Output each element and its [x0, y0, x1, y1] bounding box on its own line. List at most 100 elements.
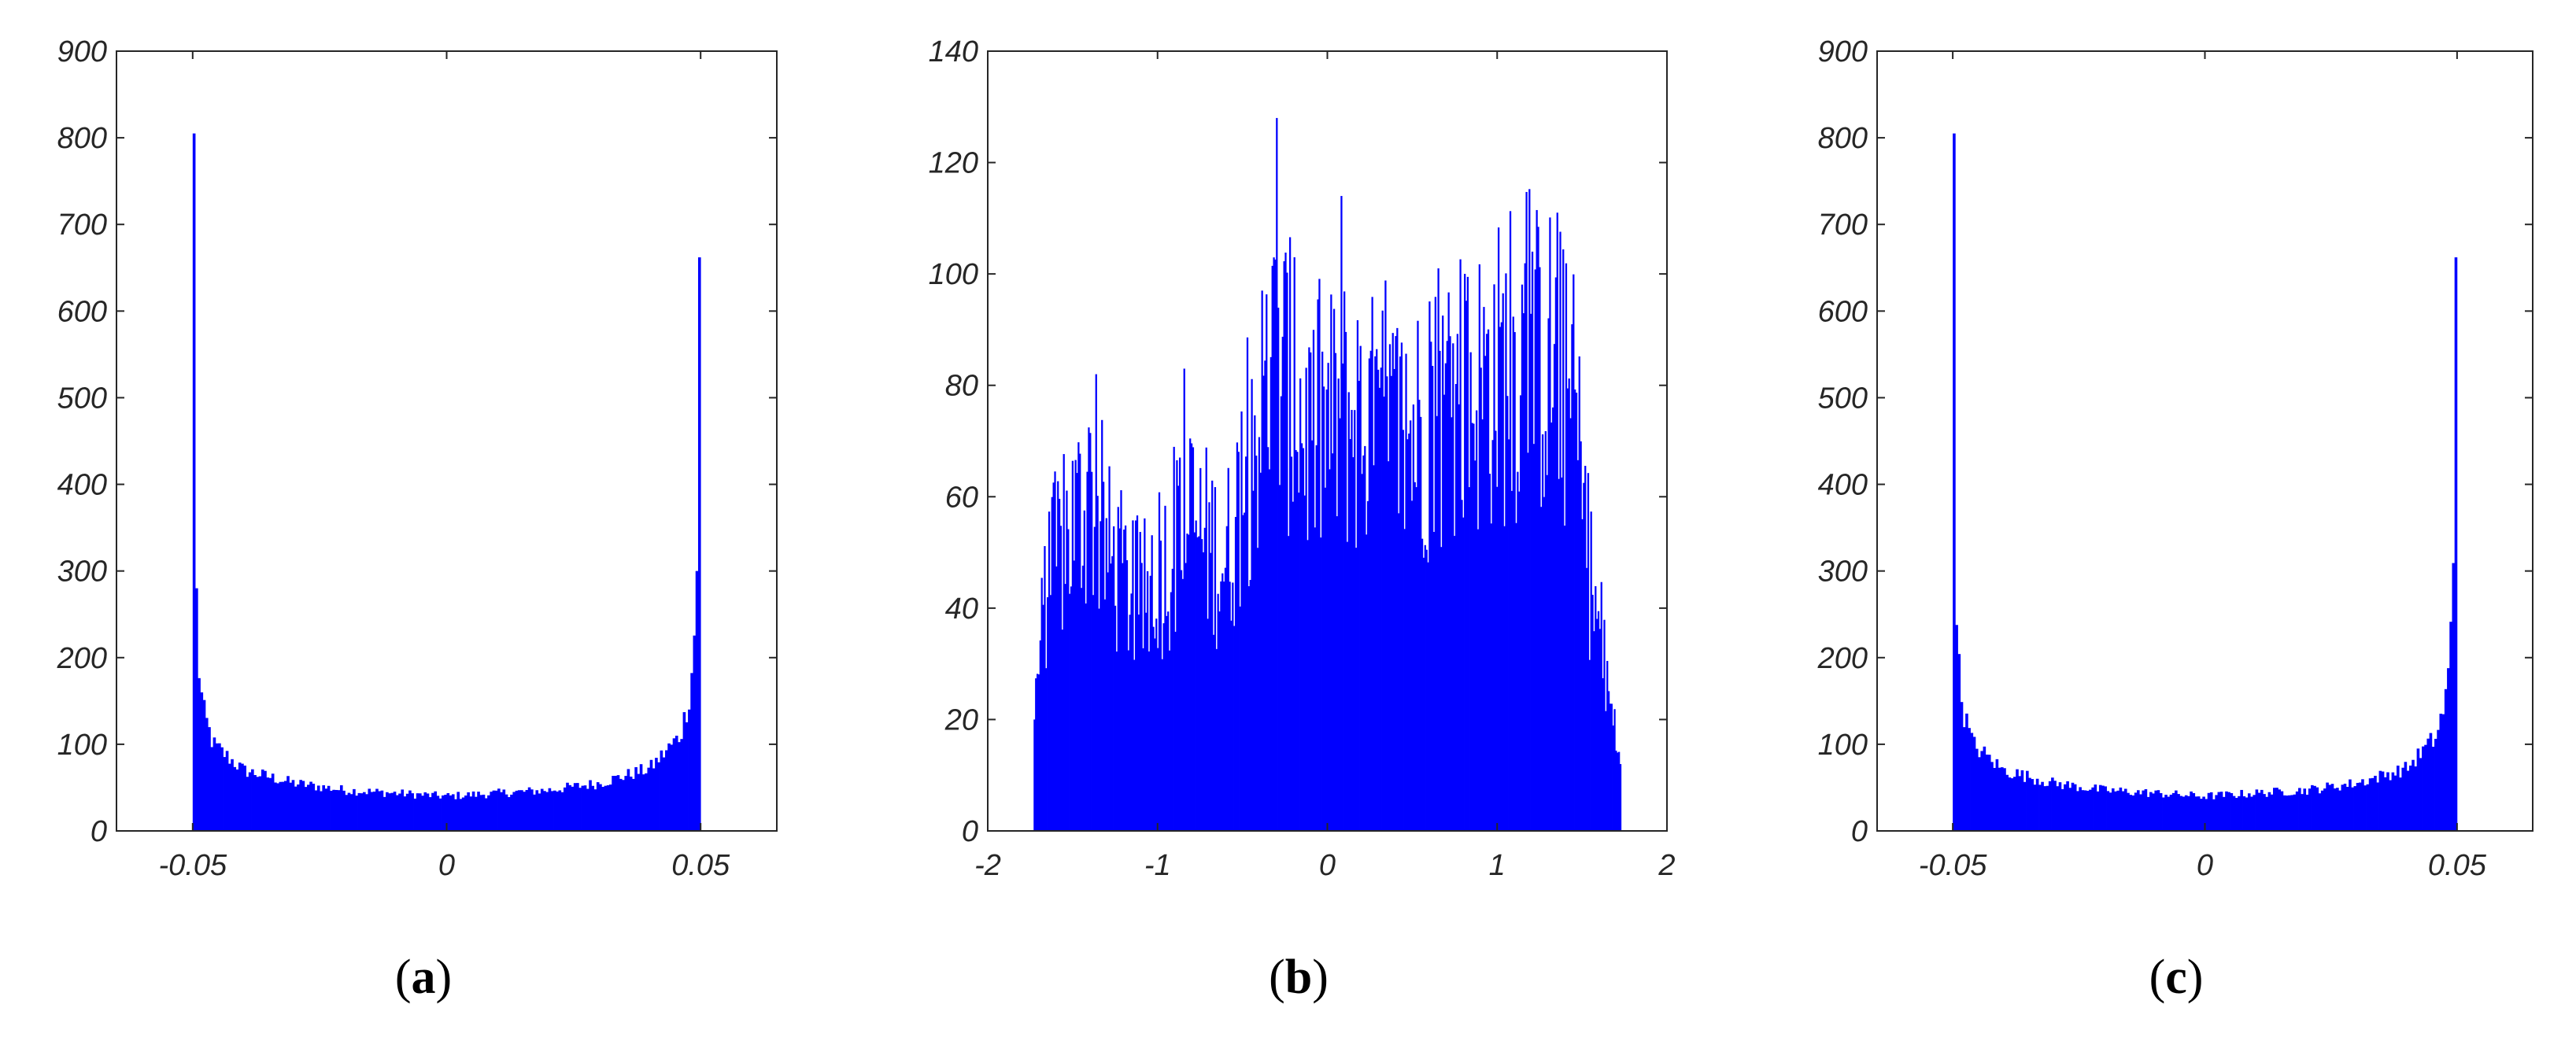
histogram-bar — [2142, 790, 2145, 831]
histogram-bar — [672, 738, 676, 831]
histogram-bar — [1218, 611, 1221, 831]
histogram-bar — [1300, 443, 1303, 831]
histogram-bar — [1968, 728, 1971, 831]
histogram-bar — [527, 787, 531, 831]
histogram-bar — [1088, 427, 1090, 831]
histogram-bar — [1115, 652, 1118, 831]
histogram-bar — [1196, 537, 1199, 831]
histogram-bar — [231, 759, 234, 831]
histogram-bar — [1377, 369, 1380, 831]
histogram-bar — [558, 790, 562, 831]
histogram-bar — [2318, 793, 2322, 831]
histogram-bar — [2079, 787, 2082, 831]
histogram-bar — [2205, 799, 2208, 831]
histogram-bar — [1510, 490, 1513, 831]
histogram-bar — [1212, 634, 1215, 831]
histogram-bar — [1955, 625, 1958, 831]
histogram-bar — [192, 133, 196, 832]
histogram-bar — [1369, 350, 1372, 831]
histogram-bar — [479, 795, 483, 831]
histogram-bar — [2401, 767, 2404, 831]
histogram-bar — [301, 781, 305, 831]
histogram-bar — [261, 769, 264, 831]
histogram-bar — [612, 776, 615, 831]
histogram-bar — [1430, 341, 1432, 831]
x-tick-label: 0.05 — [671, 849, 730, 882]
histogram-bar — [1186, 533, 1188, 831]
histogram-bar — [2114, 791, 2117, 831]
histogram-bar — [1480, 367, 1482, 831]
histogram-bar — [2031, 779, 2035, 831]
histogram-bar — [1123, 530, 1125, 831]
histogram-bar — [2164, 795, 2168, 831]
histogram-bar — [1617, 752, 1619, 831]
histogram-bar — [1157, 648, 1159, 831]
histogram-bar — [2008, 777, 2012, 831]
histogram-bar — [632, 778, 635, 831]
histogram-bar — [2111, 788, 2115, 831]
histogram-bar — [1055, 566, 1058, 831]
histogram-bar — [1962, 727, 1966, 831]
histogram-bar — [1125, 559, 1129, 831]
histogram-bar — [442, 795, 445, 831]
histogram-bar — [1270, 356, 1272, 831]
histogram-bar — [1258, 437, 1261, 831]
histogram-bar — [1081, 565, 1085, 831]
histogram-bar — [1418, 400, 1421, 831]
histogram-bar — [1575, 393, 1578, 831]
histogram-bar — [1591, 594, 1594, 831]
histogram-bar — [1277, 308, 1280, 831]
histogram-bar — [241, 763, 244, 831]
histogram-bar — [1298, 493, 1300, 831]
y-tick-label: 600 — [1818, 295, 1868, 328]
histogram-bar — [1035, 678, 1037, 831]
x-tick-label: 1 — [1489, 849, 1506, 882]
histogram-bar — [2066, 781, 2069, 831]
histogram-bar — [2192, 792, 2196, 831]
histogram-bar — [2345, 786, 2349, 831]
histogram-bar — [2343, 784, 2347, 831]
histogram-bar — [1600, 581, 1602, 831]
y-tick-label: 300 — [57, 556, 107, 589]
histogram-bar — [2439, 714, 2443, 831]
histogram-bar — [2391, 772, 2395, 831]
histogram-bar — [1089, 433, 1092, 831]
histogram-bar — [1559, 231, 1561, 831]
histogram-bar — [487, 795, 490, 831]
histogram-bar — [393, 792, 397, 831]
histogram-bar — [622, 780, 625, 831]
histogram-bar — [2376, 782, 2379, 831]
histogram-bar — [334, 789, 338, 831]
histogram-bar — [1083, 510, 1085, 831]
histogram-bar — [2149, 792, 2153, 831]
histogram-bar — [510, 794, 513, 831]
histogram-bar — [1547, 318, 1550, 831]
histogram-bar — [1266, 294, 1268, 832]
histogram-bar — [451, 794, 455, 831]
histogram-bar — [2106, 791, 2110, 831]
histogram-bar — [1166, 615, 1168, 831]
histogram-bar — [286, 776, 290, 831]
histogram-bar — [1584, 466, 1587, 831]
histogram-bar — [2137, 790, 2140, 831]
histogram-bar — [1465, 301, 1468, 831]
histogram-bar — [2313, 785, 2316, 831]
histogram-bar — [1093, 526, 1096, 831]
histogram-bar — [1302, 448, 1305, 831]
histogram-bar — [1168, 650, 1171, 831]
histogram-bar — [1585, 567, 1588, 831]
histogram-bar — [1518, 491, 1521, 831]
histogram-bar — [1458, 404, 1460, 831]
histogram-bar — [375, 788, 379, 831]
histogram-bar — [2187, 796, 2190, 831]
histogram-bar — [1037, 674, 1040, 831]
histogram-bar — [1244, 456, 1247, 831]
histogram-bar — [665, 750, 668, 831]
histogram-bar — [1390, 375, 1393, 831]
histogram-bar — [1953, 133, 1956, 832]
histogram-bar — [1603, 619, 1606, 831]
histogram-bar — [2217, 792, 2221, 831]
histogram-bar — [657, 762, 660, 831]
histogram-bar — [1183, 368, 1185, 832]
histogram-bar — [238, 762, 242, 831]
